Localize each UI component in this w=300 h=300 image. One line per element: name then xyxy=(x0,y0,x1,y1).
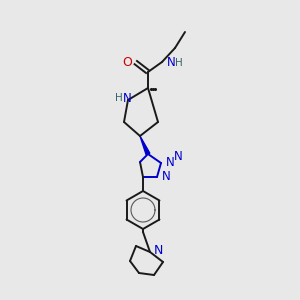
Text: N: N xyxy=(162,170,170,184)
Text: N: N xyxy=(166,157,174,169)
Text: N: N xyxy=(153,244,163,256)
Text: H: H xyxy=(115,93,123,103)
Text: H: H xyxy=(175,58,183,68)
Text: N: N xyxy=(167,56,176,68)
Text: N: N xyxy=(174,149,182,163)
Polygon shape xyxy=(140,136,150,155)
Text: N: N xyxy=(123,92,131,104)
Text: O: O xyxy=(122,56,132,68)
